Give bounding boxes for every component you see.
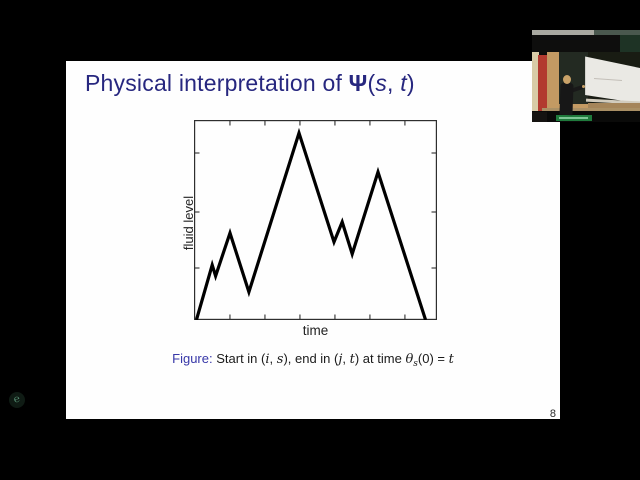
caption-var-i: i — [265, 352, 270, 367]
caption-theta-sub: s — [413, 359, 418, 369]
webcam-overlay — [532, 30, 640, 122]
fluid-chart-svg — [194, 120, 438, 321]
caption-label: Figure: — [172, 351, 213, 366]
title-var-s: s — [375, 70, 388, 96]
caption-text-2: ), end in ( — [283, 351, 339, 366]
green-sign — [556, 115, 592, 121]
page-number: 8 — [549, 408, 556, 420]
caption-theta: θ — [405, 352, 414, 367]
figure-caption: Figure: Start in (i, s), end in (j, t) a… — [66, 351, 560, 369]
ceiling-strip-right — [594, 30, 640, 35]
screen-content-mark — [593, 78, 623, 81]
caption-var-t2: t — [448, 352, 454, 367]
title-paren-close: ) — [406, 70, 415, 96]
caption-sep-2: , — [342, 351, 350, 366]
y-axis-label: fluid level — [181, 195, 196, 251]
presenter-hand — [582, 85, 585, 88]
desk-edge — [542, 108, 640, 111]
caption-sep-1: , — [269, 351, 277, 366]
upper-wall-dark — [532, 35, 640, 54]
presenter-body — [559, 82, 574, 116]
logo-icon: ℮ — [9, 392, 25, 408]
title-text: Physical interpretation of — [85, 70, 349, 96]
title-var-t: t — [400, 70, 407, 96]
caption-var-j: j — [338, 352, 343, 367]
desk-corner-shadow — [532, 112, 547, 122]
green-wall-corner — [620, 35, 640, 52]
title-paren-open: ( — [367, 70, 376, 96]
psi-symbol: Ψ — [348, 70, 368, 96]
title-comma: , — [387, 70, 401, 96]
logo-glyph: ℮ — [12, 393, 22, 406]
caption-var-t: t — [349, 352, 355, 367]
ceiling-strip — [532, 30, 594, 35]
red-pillar — [538, 55, 547, 112]
caption-text-3: ) at time — [354, 351, 406, 366]
wall-under-screen — [588, 103, 640, 110]
caption-text-1: Start in ( — [212, 351, 266, 366]
x-axis-label: time — [302, 323, 329, 338]
slide-title: Physical interpretation of Ψ(s, t) — [85, 70, 415, 97]
caption-var-s: s — [276, 352, 284, 367]
left-wall — [532, 52, 539, 114]
presentation-slide: Physical interpretation of Ψ(s, t) fluid… — [66, 61, 560, 420]
caption-text-4: (0) = — [417, 351, 449, 366]
chart-frame — [194, 120, 438, 321]
green-sign-text — [559, 117, 588, 119]
fluid-level-chart — [194, 120, 438, 321]
presenter-head — [563, 75, 571, 84]
